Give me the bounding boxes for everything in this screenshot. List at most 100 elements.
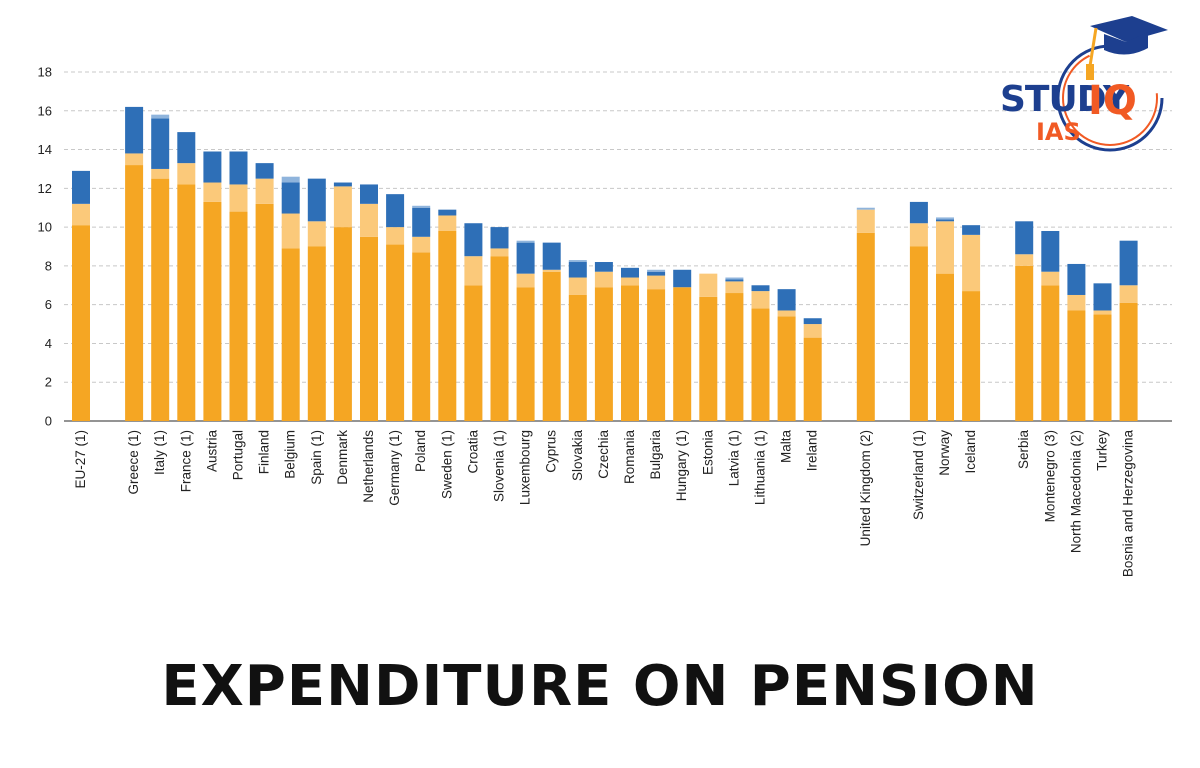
bar-segment — [647, 271, 666, 276]
bar-segment — [516, 287, 535, 421]
bar-segment — [203, 201, 222, 421]
bar-segment — [386, 244, 405, 421]
bar-segment — [307, 221, 326, 247]
x-category-label: Turkey — [1095, 430, 1110, 471]
bar-segment — [621, 267, 639, 278]
x-category-label: Italy (1) — [152, 430, 167, 475]
chart-bars — [72, 106, 1138, 421]
bar-segment — [1093, 283, 1112, 311]
bar-segment — [1015, 221, 1034, 255]
bar-segment — [281, 182, 300, 214]
bar-segment — [1119, 285, 1138, 303]
x-category-label: Luxembourg — [518, 430, 533, 505]
bar-segment — [1041, 230, 1060, 272]
y-tick-label: 12 — [38, 181, 52, 196]
bar-segment — [1067, 263, 1086, 295]
bar-segment — [909, 223, 928, 247]
x-category-label: Finland — [257, 430, 272, 474]
x-category-label: Serbia — [1016, 430, 1031, 470]
bar-segment — [1067, 310, 1086, 421]
bar-segment — [125, 106, 144, 154]
logo-ias-text: IAS — [1036, 118, 1081, 146]
pension-expenditure-chart: 0 2 4 6 8 10 12 14 16 18 EU-27 (1) Greece (1) Italy… — [38, 65, 1172, 577]
bar-segment — [177, 184, 196, 421]
bar-segment — [621, 277, 639, 286]
x-category-label: Ireland — [805, 430, 820, 471]
x-category-label: Austria — [204, 430, 219, 473]
x-category-label: North Macedonia (2) — [1068, 430, 1083, 553]
page-title: EXPENDITURE ON PENSION — [161, 654, 1039, 719]
x-category-label: Slovenia (1) — [492, 430, 507, 502]
bar-segment — [647, 269, 666, 272]
bar-segment — [803, 337, 822, 421]
bar-segment — [151, 114, 170, 119]
bar-segment — [125, 153, 144, 166]
bar-segment — [594, 262, 613, 272]
bar-segment — [464, 256, 483, 286]
bar-segment — [594, 271, 613, 288]
bar-segment — [568, 262, 587, 278]
bar-segment — [72, 170, 90, 204]
bar-segment — [594, 287, 613, 421]
x-category-label: Belgium — [283, 430, 298, 479]
bar-segment — [229, 211, 248, 421]
y-tick-label: 6 — [45, 297, 52, 312]
bar-segment — [751, 308, 770, 421]
bar-segment — [438, 230, 457, 421]
bar-segment — [856, 232, 875, 421]
bar-segment — [229, 151, 248, 185]
bar-segment — [281, 248, 300, 421]
bar-segment — [281, 213, 300, 249]
chart-gridlines — [64, 71, 1172, 422]
bar-segment — [333, 186, 352, 228]
bar-segment — [386, 227, 405, 245]
x-category-label: Hungary (1) — [674, 430, 689, 501]
bar-segment — [803, 324, 822, 338]
bar-segment — [699, 296, 718, 421]
bar-segment — [386, 194, 405, 228]
bar-segment — [777, 310, 796, 317]
bar-segment — [151, 178, 170, 421]
bar-segment — [438, 215, 457, 231]
x-category-label: Poland — [413, 430, 428, 472]
y-tick-label: 2 — [45, 375, 52, 390]
bar-segment — [229, 184, 248, 212]
bar-segment — [516, 240, 535, 243]
x-category-label: Sweden (1) — [439, 430, 454, 499]
x-category-label: Switzerland (1) — [911, 430, 926, 520]
bar-segment — [412, 252, 431, 421]
bar-segment — [360, 203, 378, 237]
bar-segment — [1093, 314, 1112, 421]
bar-segment — [725, 277, 744, 280]
bar-segment — [962, 225, 981, 235]
y-tick-label: 8 — [45, 258, 52, 273]
bar-segment — [777, 289, 796, 311]
y-tick-label: 0 — [45, 414, 52, 429]
bar-segment — [751, 291, 770, 309]
bar-segment — [464, 223, 483, 257]
bar-segment — [962, 291, 981, 421]
bar-segment — [281, 176, 300, 183]
bar-segment — [412, 205, 431, 208]
bar-segment — [777, 316, 796, 421]
bar-segment — [909, 201, 928, 224]
bar-segment — [1015, 254, 1034, 266]
bar-segment — [568, 294, 587, 421]
bar-segment — [203, 151, 222, 183]
x-category-label: Czechia — [596, 430, 611, 479]
bar-segment — [360, 184, 378, 204]
bar-segment — [360, 236, 378, 421]
bar-segment — [1015, 265, 1034, 421]
x-category-label: Norway — [937, 430, 952, 476]
x-category-label: Germany (1) — [387, 430, 402, 506]
bar-segment — [542, 271, 561, 421]
x-category-label: United Kingdom (2) — [858, 430, 873, 546]
bar-segment — [699, 273, 718, 297]
bar-segment — [151, 168, 170, 179]
y-tick-label: 14 — [38, 142, 52, 157]
bar-segment — [255, 163, 274, 179]
bar-segment — [333, 227, 352, 421]
y-tick-label: 18 — [38, 65, 52, 80]
bar-segment — [936, 221, 954, 274]
bar-segment — [1119, 240, 1138, 286]
